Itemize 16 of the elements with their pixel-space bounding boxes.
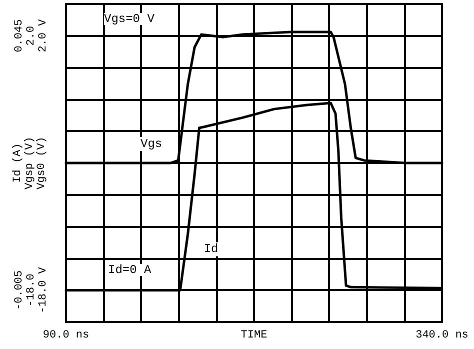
annotation: Id=0 A xyxy=(108,263,152,277)
y-axis-title: Id (A) xyxy=(12,143,24,183)
y-tick-label: -0.005 xyxy=(14,270,26,310)
series-label: Vgs xyxy=(140,137,162,151)
y3-tick-label: -18.0 V xyxy=(38,266,50,314)
y2-axis-title: Vgsp (V) xyxy=(24,136,36,190)
y-tick-label: 0.045 xyxy=(14,19,26,52)
x-tick-label: 340.0 ns xyxy=(416,330,468,342)
x-axis-title: TIME xyxy=(240,330,268,342)
y3-axis-title: Vgs0 (V) xyxy=(36,136,48,190)
annotation: Vgs=0 V xyxy=(104,12,156,26)
series-label: Id xyxy=(204,242,218,256)
y3-tick-label: 2.0 V xyxy=(38,18,50,52)
y2-tick-label: -18.0 xyxy=(26,274,38,307)
x-tick-label: 90.0 ns xyxy=(42,330,90,342)
y2-tick-label: 2.0 xyxy=(26,26,38,46)
